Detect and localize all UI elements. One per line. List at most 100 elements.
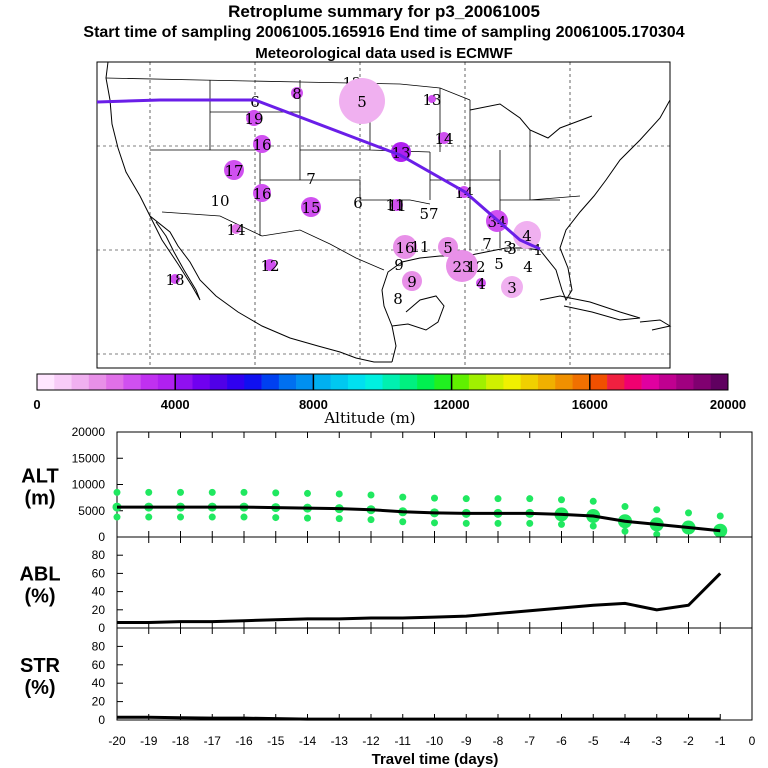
plume-day-label: 14	[226, 221, 245, 239]
x-axis-title: Travel time (days)	[372, 751, 499, 768]
y-tick-label: 5000	[78, 504, 105, 518]
plume-day-label: 11	[410, 238, 429, 256]
x-tick-label: -8	[493, 734, 504, 748]
colorbar-swatch	[192, 374, 211, 390]
plume-day-label: 4	[522, 227, 532, 245]
panel-label: ABL	[19, 564, 60, 586]
state-lines	[150, 80, 581, 250]
altitude-dot	[335, 515, 343, 523]
altitude-dot	[304, 489, 311, 497]
x-tick-label: -16	[235, 734, 253, 748]
colorbar-swatch	[624, 374, 642, 390]
plume-day-label: 11	[385, 196, 404, 214]
colorbar-swatch	[330, 374, 349, 390]
plume-day-label: 5	[357, 93, 367, 111]
plume-day-label: 15	[301, 199, 320, 217]
altitude-dot	[716, 512, 724, 520]
x-tick-label: -14	[299, 734, 317, 748]
panel-unit-label: (%)	[24, 586, 55, 608]
plume-day-label: 12	[260, 257, 279, 275]
colorbar-swatch	[347, 374, 366, 390]
altitude-dot	[399, 518, 407, 526]
altitude-dot	[653, 506, 661, 514]
x-tick-label: -11	[395, 734, 412, 748]
y-tick-label: 20	[92, 695, 106, 709]
plume-marker	[246, 110, 262, 126]
retroplume-markers: 1251368191614177101615611573413141416112…	[165, 74, 542, 308]
altitude-colorbar	[36, 373, 729, 391]
plume-marker	[291, 87, 303, 99]
y-tick-label: 80	[92, 639, 106, 653]
altitude-dot	[558, 520, 565, 528]
chart-title: Retroplume summary for p3_20061005	[228, 2, 540, 21]
panel-label: ALT	[21, 466, 58, 488]
map-frame	[96, 61, 671, 369]
series-line	[117, 572, 722, 625]
x-tick-label: -19	[140, 734, 158, 748]
altitude-dot	[431, 519, 438, 527]
panel-unit-label: (%)	[24, 677, 55, 699]
colorbar-swatch	[589, 374, 608, 390]
altitude-dot	[621, 503, 629, 511]
altitude-dot	[494, 519, 502, 527]
plume-day-label: 6	[353, 194, 363, 212]
plume-day-label: 7	[482, 235, 492, 253]
altitude-dot	[177, 488, 184, 496]
colorbar-tick-label: 0	[33, 397, 40, 412]
altitude-dot	[113, 488, 121, 496]
pacific-coast	[105, 61, 392, 363]
x-tick-label: -17	[204, 734, 222, 748]
colorbar-swatch	[244, 374, 262, 390]
plume-marker	[402, 271, 422, 291]
hispaniola	[639, 319, 672, 331]
sampling-times: Start time of sampling 20061005.165916 E…	[83, 24, 685, 41]
plume-marker	[231, 224, 241, 234]
plume-day-label: 16	[395, 239, 414, 257]
x-tick-label: -5	[588, 734, 599, 748]
x-tick-label: -9	[461, 734, 472, 748]
plume-day-label: 5	[494, 255, 504, 273]
colorbar-swatch	[641, 374, 660, 390]
altitude-dot	[431, 494, 438, 502]
plume-day-label: 4	[523, 258, 533, 276]
plume-day-label: 57	[419, 205, 438, 223]
colorbar-swatch	[417, 374, 435, 390]
colorbar-swatch	[520, 374, 539, 390]
altitude-dot	[653, 530, 661, 538]
plume-day-label: 5	[443, 239, 453, 257]
colorbar-swatch	[468, 374, 487, 390]
altitude-dot	[240, 513, 248, 521]
colorbar-tick-label: 20000	[710, 397, 746, 412]
altitude-dot	[558, 496, 565, 504]
colorbar-swatch	[313, 374, 331, 390]
x-tick-label: -20	[108, 734, 126, 748]
colorbar-swatch	[555, 374, 573, 390]
x-tick-label: -18	[172, 734, 190, 748]
altitude-dot	[367, 491, 375, 499]
colorbar-tick-label: 8000	[299, 397, 328, 412]
x-tick-label: -12	[362, 734, 380, 748]
plume-marker	[253, 184, 271, 202]
colorbar-swatch	[537, 374, 556, 390]
altitude-dot	[304, 514, 311, 522]
colorbar-swatch	[123, 374, 141, 390]
altitude-dot	[462, 495, 470, 503]
colorbar-swatch	[503, 374, 521, 390]
met-data-line: Meteorological data used is ECMWF	[255, 45, 513, 62]
altitude-dot	[208, 488, 216, 496]
coastlines	[105, 61, 672, 363]
plume-day-label: 11	[387, 197, 406, 215]
colorbar-swatch	[572, 374, 591, 390]
altitude-dot	[589, 522, 597, 530]
x-tick-label: -6	[556, 734, 567, 748]
plume-day-label: 17	[224, 162, 243, 180]
colorbar-swatch	[365, 374, 383, 390]
colorbar-swatch	[88, 374, 107, 390]
plume-marker	[501, 276, 523, 298]
plume-day-label: 9	[394, 256, 404, 274]
time-series-panels: 05000100001500020000ALT(m)020406080ABL(%…	[19, 425, 753, 727]
altitude-dot	[685, 509, 692, 517]
colorbar-swatch	[710, 374, 729, 390]
plume-marker	[339, 78, 385, 124]
panel-str: 0 20 40 60 80 STR(%)	[20, 627, 753, 727]
